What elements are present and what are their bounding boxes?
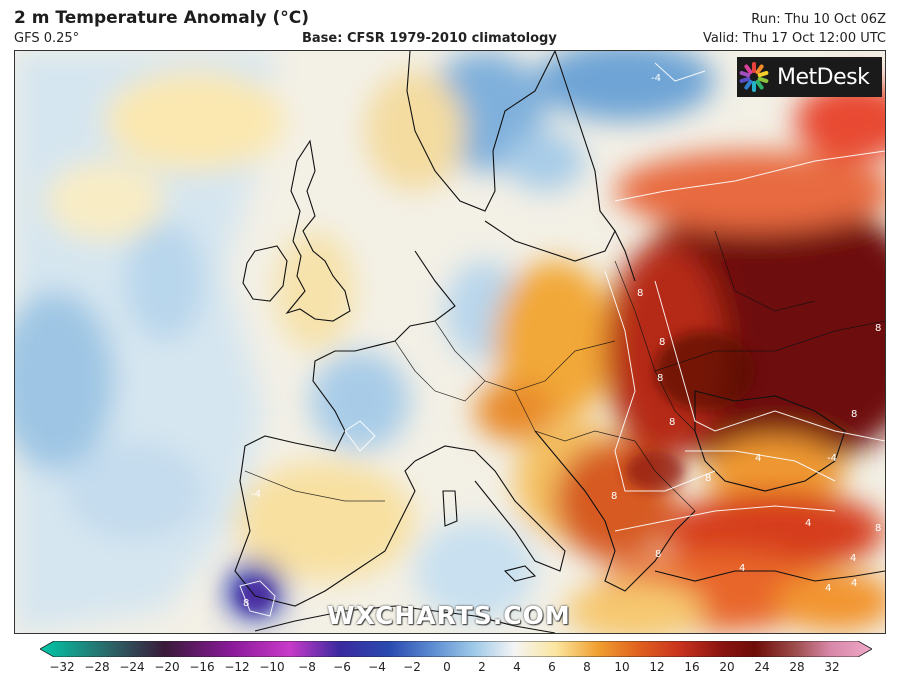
wxcharts-watermark: WXCHARTS.COM [327,601,571,630]
colorbar-tick-label: −4 [368,660,386,674]
anomaly-map[interactable]: -4 -4 -4 8 8 8 8 8 8 8 4 4 4 4 4 8 8 8 8… [14,50,886,634]
contour-label: 8 [243,598,249,609]
contour-label: -4 [651,73,661,84]
colorbar-tick-label: 32 [824,660,840,674]
map-canvas: -4 -4 -4 8 8 8 8 8 8 8 4 4 4 4 4 8 8 8 8… [15,51,885,633]
contour-label: 4 [739,563,745,574]
colorbar-tick-label: 6 [548,660,556,674]
contour-label: 8 [875,323,881,334]
metdesk-logo-text: MetDesk [777,64,870,90]
colorbar-tick-label: 0 [443,660,451,674]
contour-label: 8 [637,288,643,299]
contour-lines [239,62,885,617]
colorbar-tick-label: −12 [224,660,250,674]
chart-title: 2 m Temperature Anomaly (°C) [14,8,310,28]
contour-label: 4 [851,578,857,589]
colorbar-tick-label: 12 [649,660,665,674]
colorbar-tick-label: −8 [298,660,316,674]
contour-label: 4 [850,553,856,564]
contour-label: 4 [825,583,831,594]
colorbar-tick-label: −16 [189,660,215,674]
colorbar-tick-label: −10 [259,660,285,674]
colorbar-tick-label: −28 [84,660,110,674]
colorbar-tick-label: 2 [478,660,486,674]
coastlines [234,51,885,633]
contour-label: -4 [827,453,837,464]
contour-label: 8 [705,473,711,484]
contour-label-group: -4 -4 -4 8 8 8 8 8 8 8 4 4 4 4 4 8 8 8 8… [243,73,881,609]
contour-label: 8 [611,491,617,502]
colorbar-tick-label: 8 [583,660,591,674]
contour-label: 4 [805,518,811,529]
contour-label: 8 [875,523,881,534]
colorbar [40,641,872,657]
colorbar-tick-label: 16 [684,660,700,674]
contour-label: -4 [251,489,261,500]
colorbar-tick-label: 4 [513,660,521,674]
colorbar-tick-label: 20 [719,660,735,674]
colorbar-tick-label: −20 [154,660,180,674]
contour-label: 8 [655,549,661,560]
colorbar-tick-label: 28 [789,660,805,674]
colorbar-tick-label: 24 [754,660,770,674]
base-climatology-label: Base: CFSR 1979-2010 climatology [302,31,557,46]
colorbar-tick-label: −2 [403,660,421,674]
colorbar-tick-label: −6 [333,660,351,674]
colorbar-tick-label: −24 [119,660,145,674]
run-time-label: Run: Thu 10 Oct 06Z [751,12,886,27]
model-label: GFS 0.25° [14,31,80,46]
country-borders [244,230,885,512]
contour-label: 4 [755,453,761,464]
valid-time-label: Valid: Thu 17 Oct 12:00 UTC [702,31,886,46]
contour-label: 8 [659,337,665,348]
contour-label: 8 [851,409,857,420]
colorbar-tick-label: 10 [614,660,630,674]
contour-label: 8 [669,417,675,428]
colorbar-tick-label: −32 [49,660,75,674]
metdesk-logo-icon [739,62,769,92]
metdesk-logo: MetDesk [737,57,882,97]
contour-label: 8 [657,373,663,384]
